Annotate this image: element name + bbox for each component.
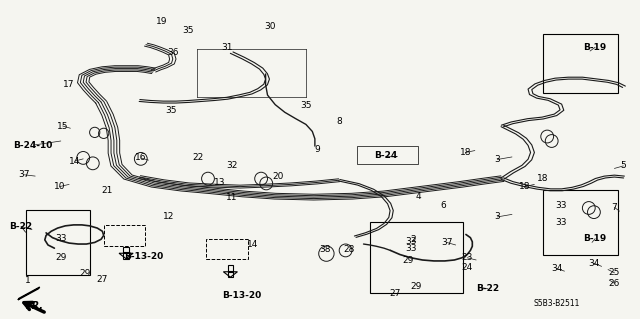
Text: 18: 18 [519, 182, 531, 191]
Text: B-19: B-19 [584, 43, 607, 52]
Text: 25: 25 [609, 268, 620, 277]
Bar [104, 225, 145, 246]
Text: 33: 33 [405, 237, 417, 246]
Text: 1: 1 [26, 276, 31, 285]
Text: S5B3-B2511: S5B3-B2511 [534, 299, 580, 308]
Text: 4: 4 [415, 192, 420, 201]
Text: B-24: B-24 [374, 151, 397, 160]
Bar [228, 265, 233, 272]
Bar [124, 252, 129, 259]
Text: 35: 35 [182, 26, 194, 35]
Bar [26, 210, 90, 275]
Text: 37: 37 [441, 238, 452, 247]
Text: 12: 12 [163, 212, 174, 221]
Bar [228, 271, 233, 277]
Text: 33: 33 [556, 201, 567, 210]
Text: 23: 23 [461, 253, 473, 262]
Text: 16: 16 [135, 153, 147, 162]
Text: 36: 36 [167, 48, 179, 57]
Text: 32: 32 [226, 161, 237, 170]
Text: 27: 27 [97, 275, 108, 284]
Text: B-24-10: B-24-10 [13, 141, 53, 150]
Text: B-19: B-19 [584, 234, 607, 243]
Text: 38: 38 [319, 245, 331, 254]
Text: 19: 19 [156, 17, 168, 26]
Text: B-22: B-22 [10, 222, 33, 231]
Text: 34: 34 [551, 264, 563, 273]
Bar [124, 247, 129, 253]
Text: 3: 3 [495, 212, 500, 221]
Text: 18: 18 [537, 174, 548, 183]
Text: 3: 3 [495, 155, 500, 164]
Text: 29: 29 [410, 282, 422, 291]
Text: 9: 9 [314, 145, 319, 154]
Bar [357, 146, 418, 164]
Text: 33: 33 [55, 234, 67, 243]
Text: 31: 31 [221, 43, 232, 52]
Text: 20: 20 [273, 172, 284, 181]
Text: 18: 18 [460, 148, 471, 157]
Text: 33: 33 [556, 218, 567, 227]
Text: 22: 22 [193, 153, 204, 162]
Text: 21: 21 [102, 186, 113, 195]
Text: 27: 27 [389, 289, 401, 298]
Text: 14: 14 [69, 157, 81, 166]
Text: 5: 5 [621, 161, 626, 170]
Bar [543, 34, 618, 93]
Text: 35: 35 [166, 106, 177, 115]
Text: FR.: FR. [26, 301, 44, 311]
Text: 29: 29 [402, 256, 413, 265]
Text: 7: 7 [612, 203, 617, 212]
Text: 10: 10 [54, 182, 65, 191]
Text: 15: 15 [57, 122, 68, 130]
Text: 14: 14 [246, 240, 258, 249]
Text: 29: 29 [55, 253, 67, 262]
Text: 11: 11 [226, 193, 237, 202]
Text: 24: 24 [461, 263, 473, 272]
Text: 8: 8 [337, 117, 342, 126]
Text: 6: 6 [441, 201, 446, 210]
Bar [206, 239, 248, 259]
Text: 13: 13 [214, 178, 225, 187]
Text: 26: 26 [609, 279, 620, 288]
Text: 17: 17 [63, 80, 75, 89]
Text: B-13-20: B-13-20 [222, 291, 262, 300]
Text: B-22: B-22 [476, 284, 499, 293]
Text: B-13-20: B-13-20 [124, 252, 163, 261]
Text: 34: 34 [588, 259, 600, 268]
Bar [543, 190, 618, 255]
Text: 2: 2 [410, 235, 415, 244]
Text: 37: 37 [19, 170, 30, 179]
Text: 29: 29 [79, 269, 91, 278]
Text: 30: 30 [264, 22, 276, 31]
Text: 35: 35 [300, 101, 312, 110]
Text: 28: 28 [344, 245, 355, 254]
Bar [370, 222, 463, 293]
Text: 33: 33 [405, 244, 417, 253]
Polygon shape [18, 287, 40, 300]
